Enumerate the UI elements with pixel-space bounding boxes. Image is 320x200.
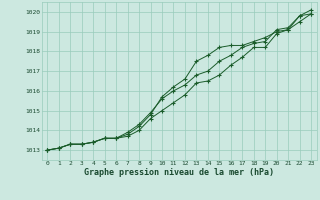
X-axis label: Graphe pression niveau de la mer (hPa): Graphe pression niveau de la mer (hPa): [84, 168, 274, 177]
